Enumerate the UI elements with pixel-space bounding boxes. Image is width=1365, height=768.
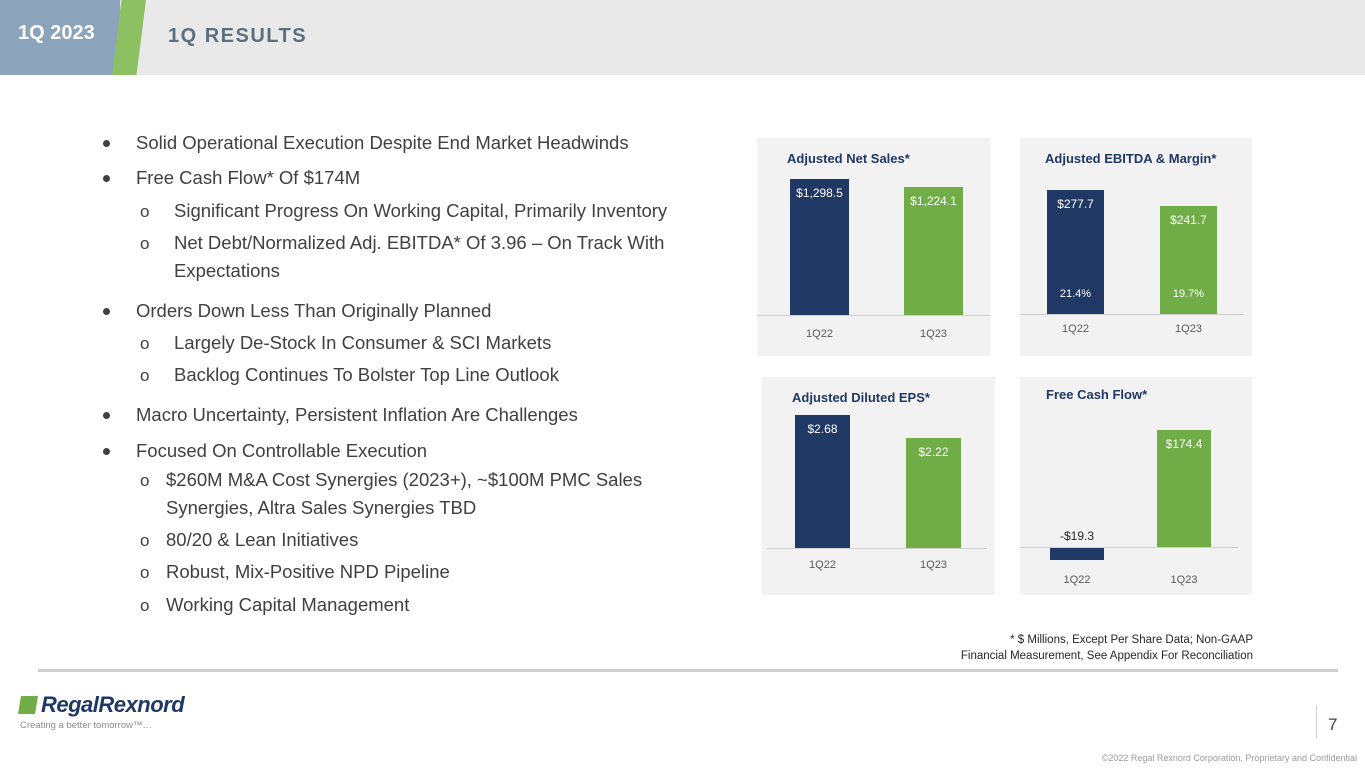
logo-mark-icon xyxy=(18,696,38,714)
bar-1q22 xyxy=(1050,547,1104,560)
bar-value-label: $241.7 xyxy=(1170,213,1207,228)
bar-value-label: $2.22 xyxy=(918,444,949,459)
sub-bullet-item: Largely De-Stock In Consumer & SCI Marke… xyxy=(174,332,552,353)
chart-title: Free Cash Flow* xyxy=(1046,387,1148,402)
page-title: 1Q RESULTS xyxy=(168,25,308,47)
header-bar: 1Q 2023 1Q RESULTS xyxy=(0,0,1365,75)
logo-tagline: Creating a better tomorrow™… xyxy=(20,720,152,731)
period-badge-label: 1Q 2023 xyxy=(18,22,95,44)
bullet-item: Focused On Controllable Execution xyxy=(136,440,428,461)
bullet-dot xyxy=(103,175,110,182)
bar-1q23 xyxy=(906,437,961,548)
bullet-item: Solid Operational Execution Despite End … xyxy=(136,132,629,153)
x-tick-label: 1Q23 xyxy=(1170,574,1198,586)
company-logo: RegalRexnord xyxy=(18,692,185,718)
bullet-dot xyxy=(103,308,110,315)
x-axis-line xyxy=(767,548,987,549)
copyright-notice: ©2022 Regal Rexnord Corporation, Proprie… xyxy=(1101,753,1357,763)
x-tick-label: 1Q23 xyxy=(920,328,947,340)
bar-1q23 xyxy=(1160,206,1217,314)
sub-bullet-item: Robust, Mix-Positive NPD Pipeline xyxy=(166,561,450,582)
sub-bullet-item: Synergies, Altra Sales Synergies TBD xyxy=(166,497,477,518)
bar-1q22 xyxy=(790,179,849,315)
bar-value-label: $1,298.5 xyxy=(796,186,843,200)
bar-value-label: -$19.3 xyxy=(1059,529,1095,543)
x-tick-label: 1Q22 xyxy=(809,559,836,571)
sub-bullet-item: Backlog Continues To Bolster Top Line Ou… xyxy=(174,364,559,385)
bullet-dot xyxy=(103,448,110,455)
sub-bullet-marker: o xyxy=(140,563,150,582)
bullet-dot xyxy=(103,140,110,147)
sub-bullet-item: Working Capital Management xyxy=(166,594,410,615)
bar-1q22 xyxy=(1047,190,1104,314)
chart-adjusted-net-sales: Adjusted Net Sales* $1,298.5 1Q22 $1,224.1… xyxy=(757,138,990,356)
x-tick-label: 1Q22 xyxy=(1062,323,1089,335)
sub-bullet-marker: o xyxy=(140,334,150,353)
sub-bullet-item: $260M M&A Cost Synergies (2023+), ~$100M… xyxy=(166,469,643,490)
x-axis-line xyxy=(1020,547,1238,548)
bar-value-label: $174.4 xyxy=(1165,437,1203,451)
page-number-divider xyxy=(1316,705,1317,739)
logo-wordmark: RegalRexnord xyxy=(41,692,185,717)
x-tick-label: 1Q23 xyxy=(1175,323,1202,335)
sub-bullet-item: Net Debt/Normalized Adj. EBITDA* Of 3.96… xyxy=(174,232,665,253)
x-tick-label: 1Q22 xyxy=(806,328,833,340)
bar-1q23 xyxy=(904,186,963,315)
chart-adjusted-diluted-eps: Adjusted Diluted EPS* $2.68 1Q22 $2.22 1Q23 xyxy=(762,377,995,595)
bar-value-label: $2.68 xyxy=(807,422,838,436)
x-tick-label: 1Q23 xyxy=(920,559,947,571)
margin-label: 21.4% xyxy=(1059,288,1092,300)
sub-bullet-marker: o xyxy=(140,471,150,490)
sub-bullet-item: 80/20 & Lean Initiatives xyxy=(166,529,359,550)
bullet-item: Macro Uncertainty, Persistent Inflation … xyxy=(136,404,578,425)
bullet-item: Orders Down Less Than Originally Planned xyxy=(136,300,492,321)
sub-bullet-marker: o xyxy=(140,202,150,221)
chart-title: Adjusted Net Sales* xyxy=(787,151,910,166)
footnote-line-1: * $ Millions, Except Per Share Data; Non… xyxy=(1010,634,1253,646)
footnote-line-2: Financial Measurement, See Appendix For … xyxy=(960,650,1253,662)
chart-title: Adjusted EBITDA & Margin* xyxy=(1045,151,1217,166)
sub-bullet-marker: o xyxy=(140,234,150,253)
sub-bullet-marker: o xyxy=(140,366,150,385)
sub-bullet-item: Significant Progress On Working Capital,… xyxy=(174,200,668,221)
x-axis-line xyxy=(1020,314,1244,315)
chart-adjusted-ebitda-margin: Adjusted EBITDA & Margin* $277.7 21.4% 1Q2… xyxy=(1020,138,1252,356)
bar-value-label: $277.7 xyxy=(1057,197,1094,211)
margin-label: 19.7% xyxy=(1172,288,1205,300)
chart-free-cash-flow: Free Cash Flow* -$19.3 1Q22 $174.4 1Q23 xyxy=(1020,377,1252,595)
page-number: 7 xyxy=(1328,715,1338,734)
x-tick-label: 1Q22 xyxy=(1063,574,1091,586)
bar-value-label: $1,224.1 xyxy=(910,193,957,208)
period-badge xyxy=(0,0,120,75)
footer-divider xyxy=(38,669,1338,672)
bar-1q22 xyxy=(795,415,850,548)
sub-bullet-marker: o xyxy=(140,596,150,615)
bar-1q23 xyxy=(1157,430,1211,547)
sub-bullet-marker: o xyxy=(140,531,150,550)
chart-title: Adjusted Diluted EPS* xyxy=(792,390,930,405)
bullet-item: Free Cash Flow* Of $174M xyxy=(136,167,361,188)
sub-bullet-item: Expectations xyxy=(174,260,280,281)
bullet-dot xyxy=(103,412,110,419)
footnote: * $ Millions, Except Per Share Data; Non… xyxy=(961,632,1253,664)
x-axis-line xyxy=(757,315,990,316)
